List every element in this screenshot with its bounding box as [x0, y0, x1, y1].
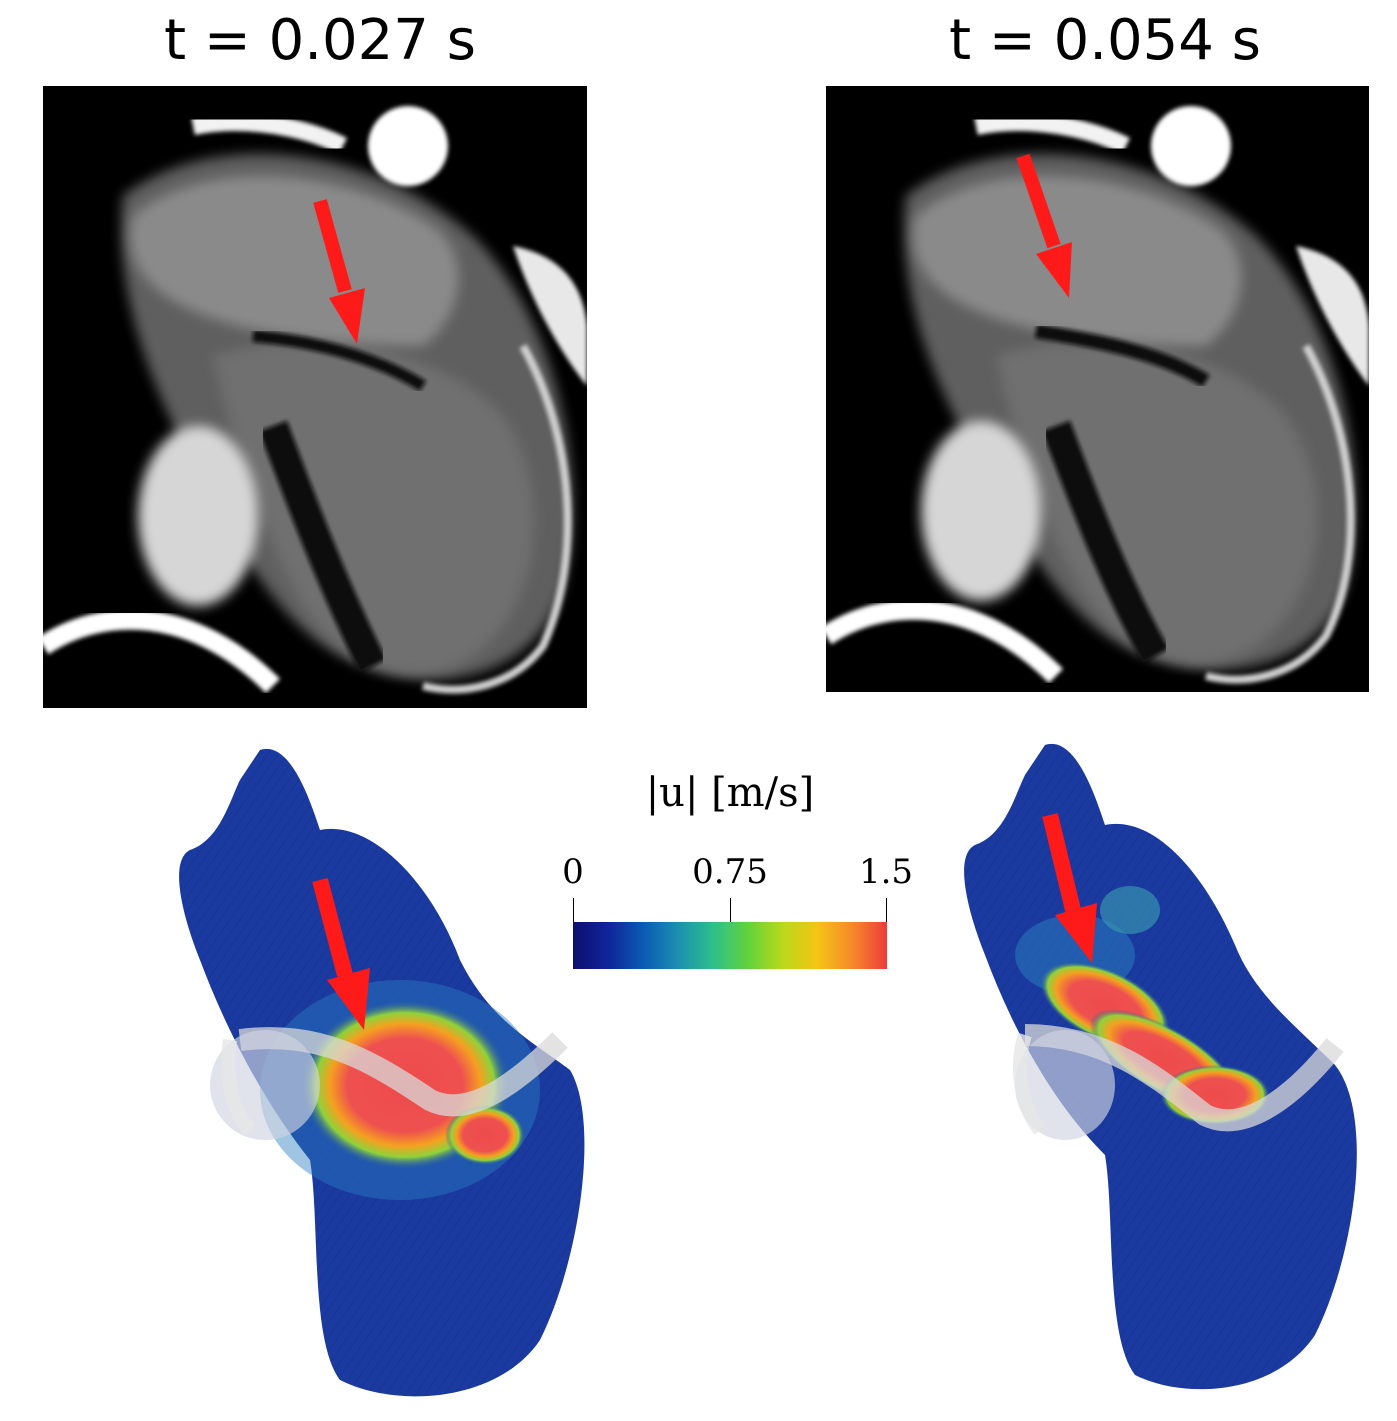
colorbar-tick-min: 0	[562, 852, 584, 892]
colorbar-tickline-min	[573, 898, 574, 922]
colorbar-title: |u| [m/s]	[645, 770, 815, 816]
colorbar-tick-max: 1.5	[858, 852, 914, 892]
arrow-icon	[313, 199, 365, 344]
mri-image-left	[43, 86, 587, 708]
colorbar-gradient	[573, 922, 887, 969]
colorbar-tickline-max	[886, 898, 887, 922]
colorbar-tickline-mid	[730, 898, 731, 922]
arrow-icon	[1016, 153, 1072, 298]
panel-title-left: t = 0.027 s	[164, 8, 476, 73]
panel-title-right: t = 0.054 s	[949, 8, 1261, 73]
arrow-icon	[312, 877, 370, 1030]
colorbar-tick-mid: 0.75	[692, 852, 768, 892]
arrow-icon	[1042, 813, 1097, 963]
flow-simulation-right	[955, 735, 1375, 1400]
flow-simulation-left	[170, 740, 640, 1405]
mri-image-right	[826, 86, 1369, 692]
colorbar: |u| [m/s] 0 0.75 1.5	[540, 770, 920, 980]
